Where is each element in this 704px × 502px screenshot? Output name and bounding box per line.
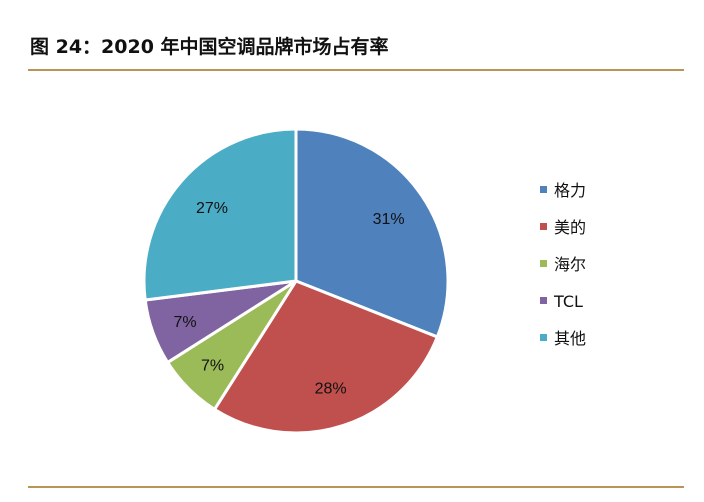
legend-label: 海尔 [554, 255, 586, 274]
legend-item-3: 海尔 [540, 255, 586, 274]
legend-item-2: 美的 [540, 218, 586, 237]
legend-item-5: 其他 [540, 329, 586, 348]
figure-title: 图 24：2020 年中国空调品牌市场占有率 [30, 36, 389, 58]
data-label-2: 28% [315, 381, 347, 398]
pie-slice-1 [294, 127, 450, 339]
legend-label: TCL [553, 292, 583, 311]
data-label-4: 7% [173, 314, 196, 331]
pie-slices [142, 127, 450, 435]
pie-slice-5 [142, 127, 298, 302]
pie-slice-2 [213, 279, 439, 435]
legend-swatch [540, 223, 547, 230]
legend-label: 其他 [554, 329, 586, 348]
legend-swatch [540, 297, 547, 304]
bottom-divider [28, 486, 684, 488]
legend-item-1: 格力 [540, 181, 586, 200]
legend-label: 美的 [554, 218, 586, 237]
legend-swatch [540, 186, 547, 193]
legend-swatch [540, 334, 547, 341]
legend-label: 格力 [554, 181, 586, 200]
pie-data-labels: 31% 28% 7% 7% 27% [173, 200, 404, 398]
legend-item-4: TCL [540, 292, 583, 311]
data-label-5: 27% [196, 200, 228, 217]
top-divider [28, 69, 684, 71]
legend-swatch [540, 260, 547, 267]
data-label-3: 7% [201, 357, 224, 374]
data-label-1: 31% [373, 211, 405, 228]
